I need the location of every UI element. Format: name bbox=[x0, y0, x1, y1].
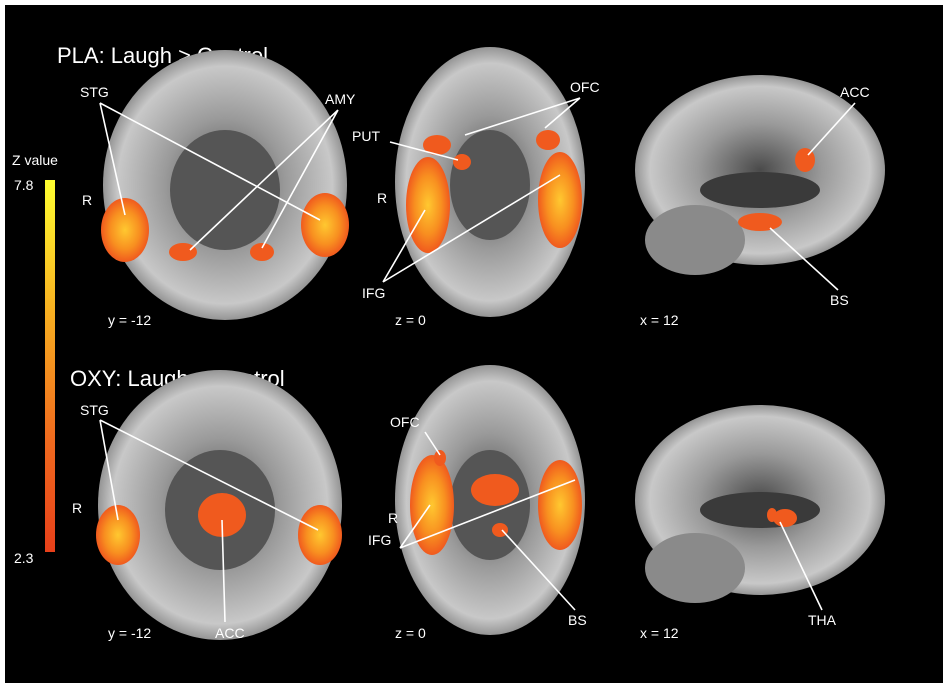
figure: Z value 7.8 2.3 PLA: Laugh > Control STG… bbox=[0, 0, 948, 689]
axial-slice bbox=[395, 47, 585, 317]
region-label: STG bbox=[80, 402, 109, 418]
side-label: R bbox=[388, 510, 398, 526]
region-label: BS bbox=[568, 612, 587, 628]
region-label: THA bbox=[808, 612, 837, 628]
slice-coordinate: x = 12 bbox=[640, 312, 679, 328]
coronal-slice bbox=[96, 370, 342, 640]
slice-coordinate: y = -12 bbox=[108, 312, 151, 328]
colorbar bbox=[45, 180, 55, 552]
region-label: ACC bbox=[840, 84, 870, 100]
region-label: BS bbox=[830, 292, 849, 308]
region-label: ACC bbox=[215, 625, 245, 641]
colorbar-max: 7.8 bbox=[14, 177, 34, 193]
region-label: PUT bbox=[352, 128, 380, 144]
colorbar-label: Z value bbox=[12, 152, 58, 168]
region-label: STG bbox=[80, 84, 109, 100]
side-label: R bbox=[377, 190, 387, 206]
region-label: IFG bbox=[368, 532, 391, 548]
region-label: AMY bbox=[325, 91, 356, 107]
side-label: R bbox=[82, 192, 92, 208]
slice-coordinate: z = 0 bbox=[395, 625, 426, 641]
region-label: OFC bbox=[390, 414, 420, 430]
axial-slice bbox=[395, 365, 585, 635]
side-label: R bbox=[72, 500, 82, 516]
coronal-slice bbox=[101, 50, 349, 320]
colorbar-min: 2.3 bbox=[14, 550, 34, 566]
region-label: IFG bbox=[362, 285, 385, 301]
slice-coordinate: z = 0 bbox=[395, 312, 426, 328]
region-label: OFC bbox=[570, 79, 600, 95]
slice-coordinate: y = -12 bbox=[108, 625, 151, 641]
slice-coordinate: x = 12 bbox=[640, 625, 679, 641]
